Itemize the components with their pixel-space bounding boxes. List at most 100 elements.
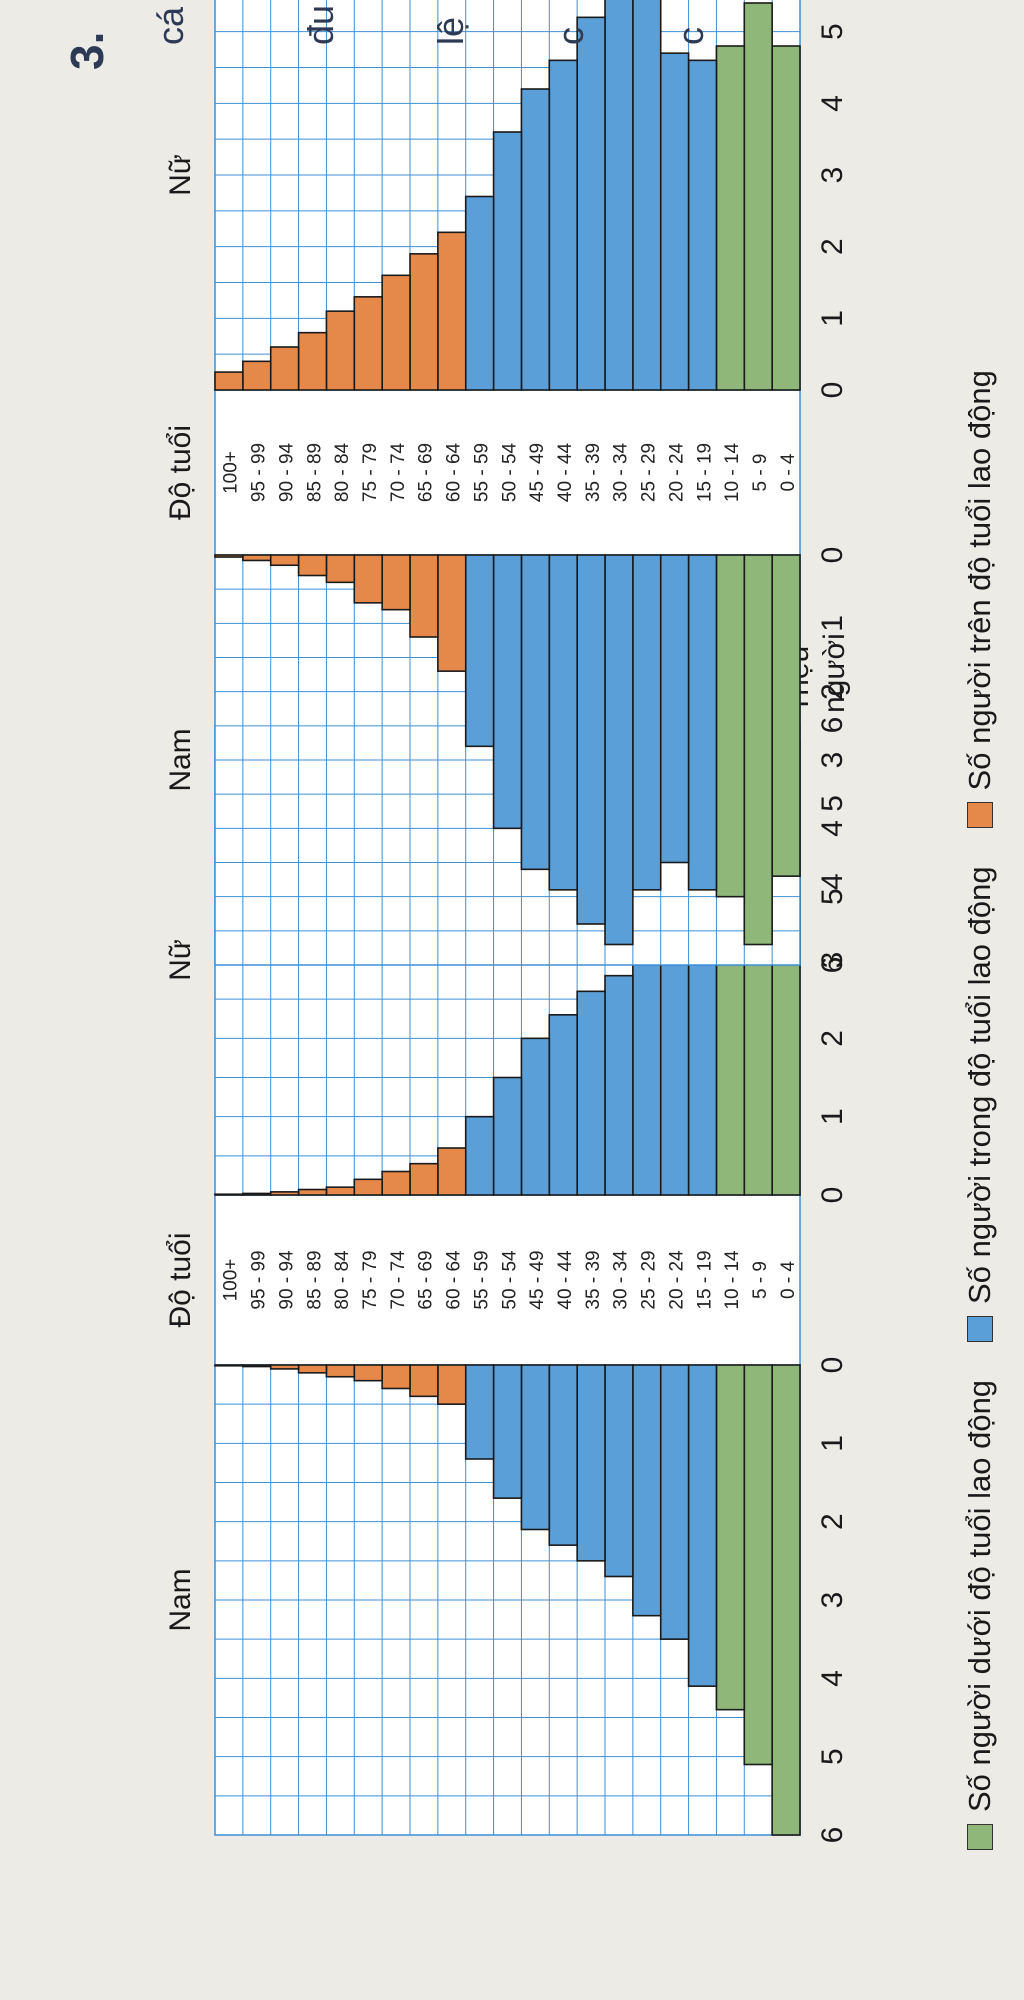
chart2-bar-nu-65-69 <box>409 253 439 391</box>
chart1-bar-nam-60-64 <box>437 1364 467 1405</box>
chart2-bar-nu-30-34 <box>604 0 634 391</box>
chart2-age-label: 25 - 29 <box>639 443 660 502</box>
chart1-label-do-tuoi: Độ tuổi <box>164 1232 197 1327</box>
chart1-bar-nam-70-74 <box>381 1364 411 1390</box>
chart2-bar-nu-60-64 <box>437 231 467 391</box>
legend-swatch-working <box>967 1315 993 1342</box>
chart2-age-label: 75 - 79 <box>360 443 381 502</box>
chart1-age-label: 80 - 84 <box>332 1250 353 1310</box>
chart1-bar-nu-100+ <box>214 1193 244 1196</box>
chart2-age-label: 60 - 64 <box>444 442 465 502</box>
chart1-age-label: 20 - 24 <box>666 1250 687 1310</box>
chart1-tick-left: 3 <box>816 1592 849 1609</box>
page-edge-fragment: c <box>550 27 591 45</box>
chart2-tick-left: 6 <box>816 957 849 974</box>
chart1-age-label: 30 - 34 <box>611 1250 632 1310</box>
chart1-bar-nam-10-14 <box>715 1364 746 1711</box>
chart2-tick-left: 5 <box>816 888 849 905</box>
chart1-bar-nam-35-39 <box>576 1364 606 1562</box>
chart1-tick-left: 0 <box>816 1357 849 1374</box>
chart1-bar-nam-95-99 <box>242 1364 272 1368</box>
chart2-age-label: 95 - 99 <box>249 443 270 502</box>
chart2-bar-nu-100+ <box>214 371 244 391</box>
chart2-bar-nu-95-99 <box>242 360 272 391</box>
chart1-tick-left: 5 <box>816 1748 849 1765</box>
chart1-bar-nam-65-69 <box>409 1364 439 1398</box>
chart2-bar-nam-75-79 <box>353 554 383 604</box>
chart2-label-nam: Nam <box>164 728 197 791</box>
chart2-bar-nu-75-79 <box>353 296 383 391</box>
legend-label-over: Số người trên độ tuổi lao động <box>962 370 997 791</box>
chart2-bar-nu-50-54 <box>492 131 523 391</box>
chart1-age-label: 0 - 4 <box>778 1261 799 1299</box>
chart2-bar-nam-45-49 <box>520 554 551 871</box>
chart1-age-label: 5 - 9 <box>750 1261 771 1299</box>
chart2-age-label: 40 - 44 <box>555 442 576 502</box>
chart1-bar-nu-60-64 <box>437 1147 467 1196</box>
chart1-bar-nam-80-84 <box>325 1364 356 1378</box>
chart2-age-label: 70 - 74 <box>388 442 409 502</box>
chart1-bar-nam-75-79 <box>353 1364 383 1382</box>
section-number: 3. <box>61 31 113 70</box>
chart1-bar-nu-95-99 <box>242 1192 272 1196</box>
chart2-tick-left: 3 <box>816 752 849 769</box>
chart2-bar-nam-0-4 <box>771 554 801 877</box>
chart2-bar-nu-55-59 <box>464 195 495 391</box>
chart1-bar-nu-40-44 <box>548 1014 578 1196</box>
chart2-tick-left: 2 <box>816 683 849 700</box>
chart1-tick-right: 3 <box>816 952 849 969</box>
chart1-bar-nam-25-29 <box>632 1364 662 1617</box>
legend-item-under: Số người dưới độ tuổi lao động <box>962 1380 998 1850</box>
chart2-tick-left: 0 <box>816 547 849 564</box>
chart1-bar-nam-40-44 <box>548 1364 578 1546</box>
chart1-bar-nam-85-89 <box>297 1364 328 1374</box>
chart2-bar-nam-70-74 <box>381 554 411 611</box>
chart2-age-label: 5 - 9 <box>750 453 771 491</box>
chart2-bar-nam-15-19 <box>687 554 718 891</box>
chart2-bar-nam-55-59 <box>464 554 495 748</box>
chart2-bar-nam-60-64 <box>437 554 467 672</box>
chart2-bar-nam-100+ <box>214 554 244 558</box>
chart1-age-label: 45 - 49 <box>527 1250 548 1309</box>
chart1-bar-nu-35-39 <box>576 990 606 1196</box>
chart1-bar-nu-45-49 <box>520 1037 551 1196</box>
chart2-age-label: 0 - 4 <box>778 453 799 491</box>
chart2-bar-nu-40-44 <box>548 59 578 391</box>
chart2-bar-nu-35-39 <box>576 16 606 391</box>
chart2-age-label: 15 - 19 <box>694 443 715 502</box>
chart1-tick-right: 4 <box>816 873 849 890</box>
chart2-bar-nam-85-89 <box>297 554 328 577</box>
chart1-bar-nam-30-34 <box>604 1364 634 1578</box>
chart2-tick-right: 0 <box>816 382 849 399</box>
chart1-age-label: 65 - 69 <box>416 1250 437 1309</box>
chart1-bar-nam-20-24 <box>659 1364 690 1640</box>
chart2-age-label: 30 - 34 <box>611 442 632 502</box>
chart2-bar-nu-80-84 <box>325 310 356 391</box>
chart2-bar-nam-20-24 <box>659 554 690 864</box>
chart2-age-label: 80 - 84 <box>332 442 353 502</box>
chart1-bar-nam-5-9 <box>743 1364 773 1766</box>
chart2-bar-nam-80-84 <box>325 554 356 584</box>
legend-item-over: Số người trên độ tuổi lao động <box>962 370 998 829</box>
chart1-age-label: 60 - 64 <box>444 1250 465 1310</box>
chart1-age-label: 10 - 14 <box>722 1250 743 1310</box>
chart1-age-label: 40 - 44 <box>555 1250 576 1310</box>
chart2-bar-nu-25-29 <box>632 0 662 391</box>
chart1-age-label: 50 - 54 <box>499 1250 520 1310</box>
chart2-age-label: 50 - 54 <box>499 442 520 502</box>
chart1-age-label: 90 - 94 <box>276 1250 297 1310</box>
legend-label-under: Số người dưới độ tuổi lao động <box>962 1379 997 1812</box>
legend-swatch-over <box>967 802 993 829</box>
chart1-bar-nu-80-84 <box>325 1186 356 1196</box>
chart2-bar-nam-30-34 <box>604 554 634 946</box>
page-edge-fragment: cá <box>150 6 191 45</box>
chart1-age-label: 85 - 89 <box>304 1250 325 1309</box>
chart2-bar-nam-40-44 <box>548 554 578 891</box>
legend-swatch-under <box>967 1824 993 1850</box>
chart2-age-label: 20 - 24 <box>666 442 687 502</box>
chart2-bar-nam-35-39 <box>576 554 606 925</box>
chart1-bar-nam-15-19 <box>687 1364 718 1687</box>
chart1-bar-nam-45-49 <box>520 1364 551 1531</box>
chart2-bar-nam-95-99 <box>242 554 272 562</box>
chart1-bar-nu-65-69 <box>409 1162 439 1196</box>
